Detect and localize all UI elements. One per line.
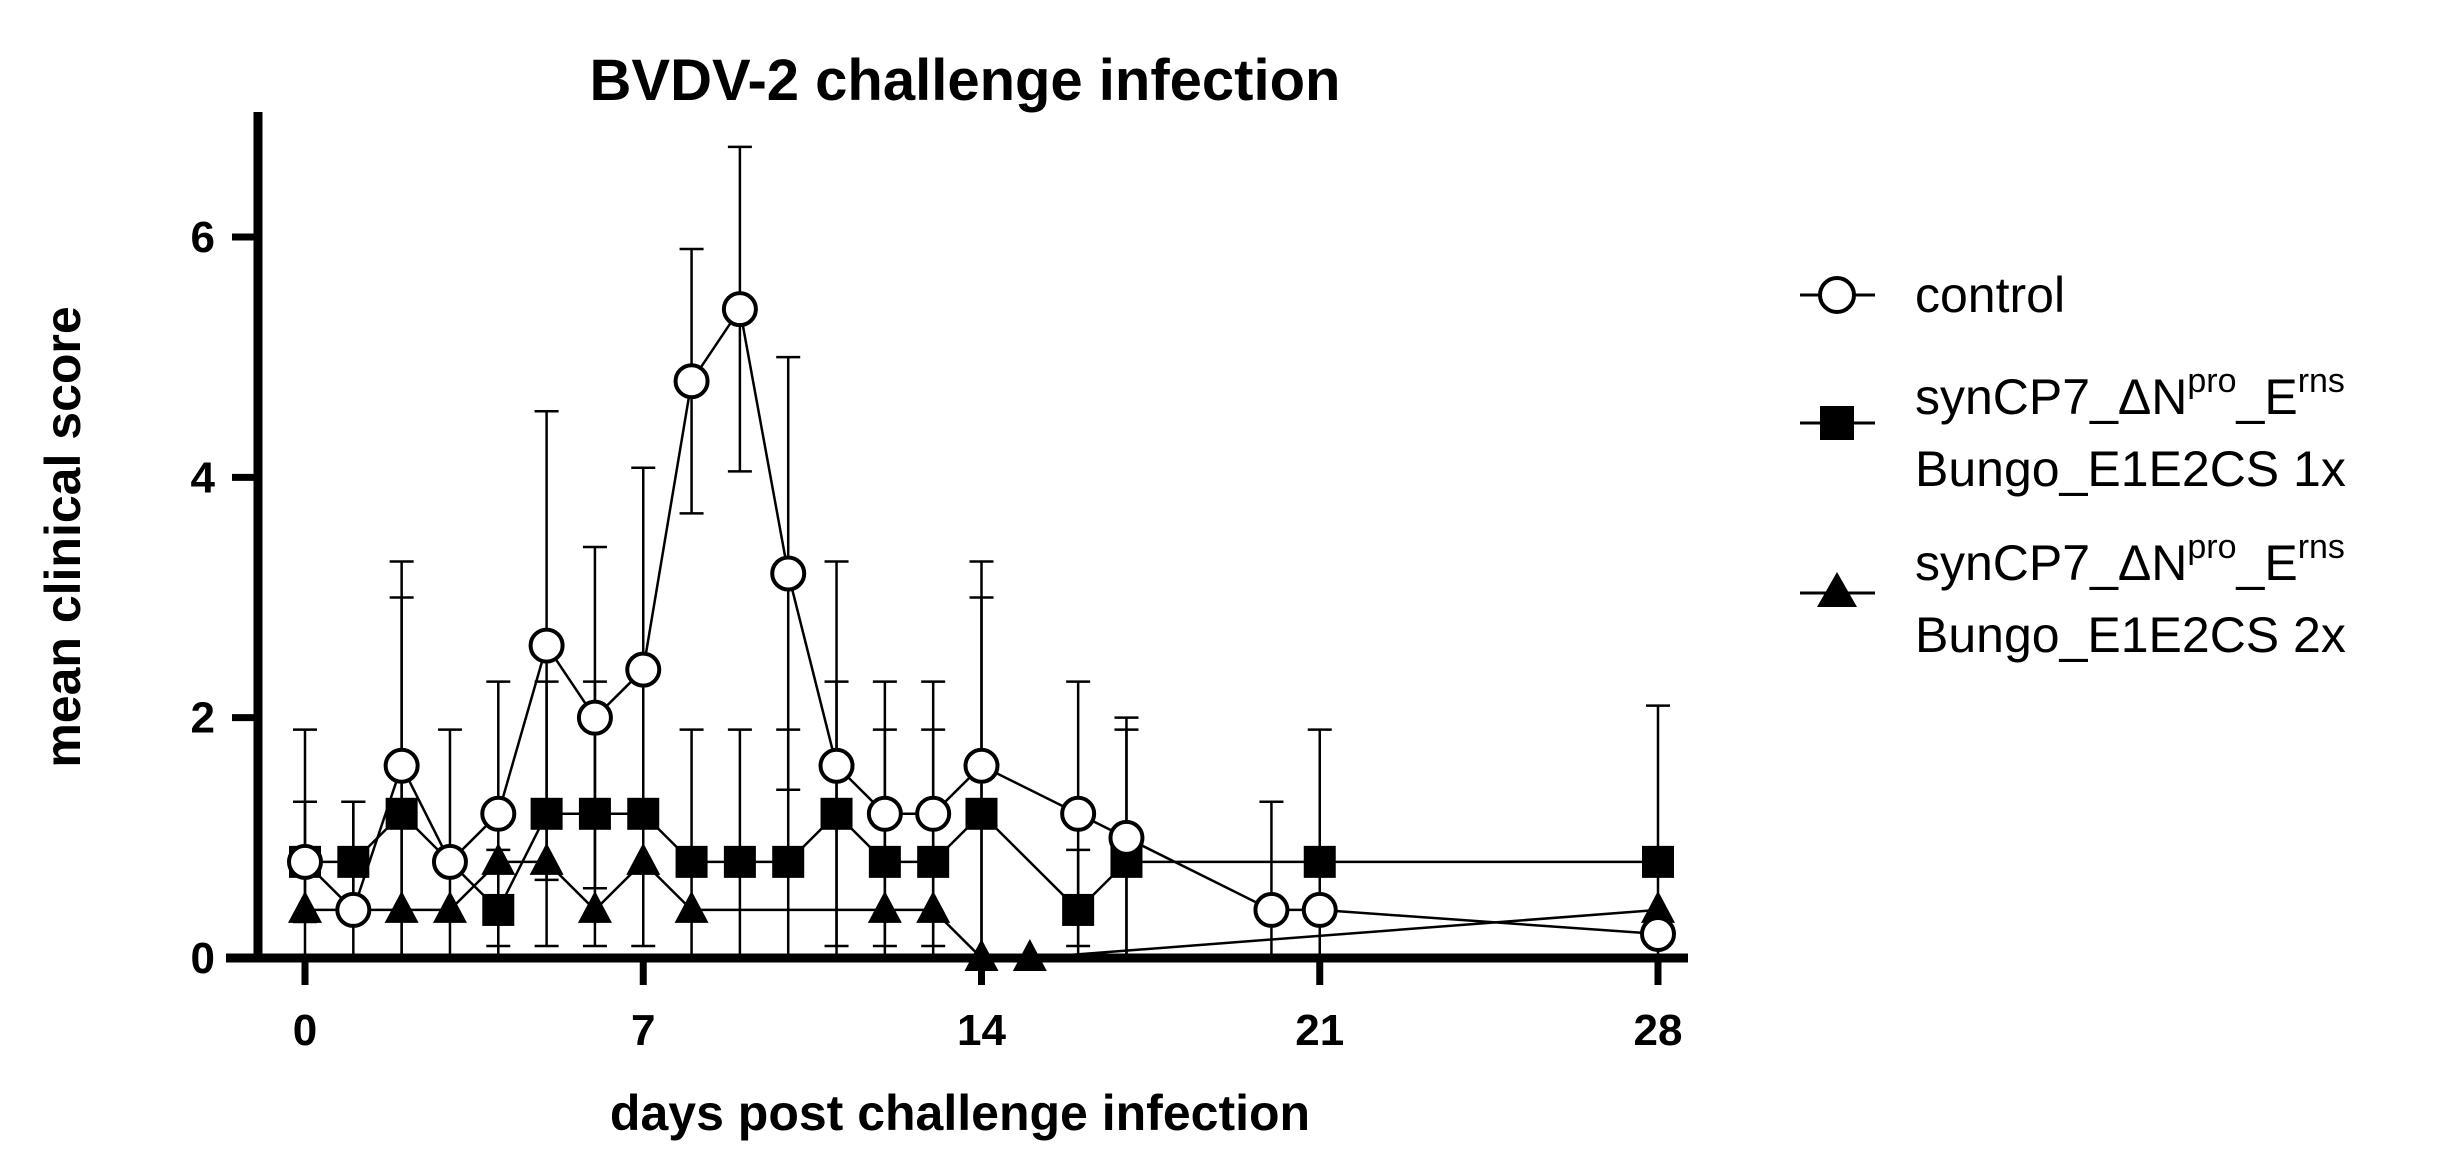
x-axis-label: days post challenge infection [610, 1085, 1310, 1141]
data-point-control [721, 291, 758, 328]
data-point-control [576, 699, 613, 736]
y-tick-label: 2 [191, 694, 215, 743]
data-point-control [1301, 891, 1338, 928]
x-tick-label: 28 [1634, 1006, 1683, 1055]
data-point-control [1060, 795, 1097, 832]
x-tick-label: 7 [631, 1006, 655, 1055]
data-point-1x [675, 845, 708, 878]
data-point-control [673, 363, 710, 400]
legend-label-2x-line1: synCP7_ΔNpro_Erns [1915, 528, 2345, 591]
x-tick-label: 14 [957, 1006, 1006, 1055]
legend-label-2x-line2: Bungo_E1E2CS 2x [1915, 607, 2346, 663]
legend-circle-marker [1818, 276, 1856, 314]
legend-item-1x: synCP7_ΔNpro_Erns Bungo_E1E2CS 1x [1800, 362, 2346, 497]
data-point-control [528, 627, 565, 664]
series-0 [287, 145, 1676, 960]
data-point-control [625, 651, 662, 688]
legend-label-1x-line2: Bungo_E1E2CS 1x [1915, 441, 2346, 497]
data-point-control [915, 795, 952, 832]
x-tick-label: 0 [293, 1006, 317, 1055]
plot-area [287, 145, 1676, 971]
data-point-control [480, 795, 517, 832]
axes: 0 7 14 21 28 0 2 4 6 [191, 112, 1688, 1055]
y-tick-label: 4 [191, 453, 216, 502]
legend-square-marker [1820, 406, 1854, 440]
legend-triangle-marker [1817, 572, 1857, 607]
legend-label-control: control [1915, 267, 2065, 323]
data-point-1x [772, 845, 805, 878]
data-point-control [383, 747, 420, 784]
legend-label-1x-line1: synCP7_ΔNpro_Erns [1915, 362, 2345, 425]
data-point-control [1253, 891, 1290, 928]
data-point-control [963, 747, 1000, 784]
data-point-control [866, 795, 903, 832]
data-point-1x [1642, 845, 1674, 878]
data-point-control [770, 555, 807, 592]
legend: control synCP7_ΔNpro_Erns Bungo_E1E2CS 1… [1800, 267, 2346, 663]
data-point-1x [723, 845, 756, 878]
data-point-control [335, 891, 372, 928]
y-tick-label: 0 [191, 934, 215, 983]
data-point-control [818, 747, 855, 784]
data-point-control [1108, 819, 1145, 856]
data-point-control [287, 843, 323, 880]
y-tick-label: 6 [191, 213, 215, 262]
x-tick-label: 21 [1295, 1006, 1344, 1055]
data-point-control [431, 843, 468, 880]
legend-item-control: control [1800, 267, 2065, 323]
y-axis-label: mean clinical score [35, 306, 91, 767]
data-point-control [1640, 915, 1676, 952]
legend-item-2x: synCP7_ΔNpro_Erns Bungo_E1E2CS 2x [1800, 528, 2346, 663]
chart-title: BVDV-2 challenge infection [590, 48, 1341, 113]
